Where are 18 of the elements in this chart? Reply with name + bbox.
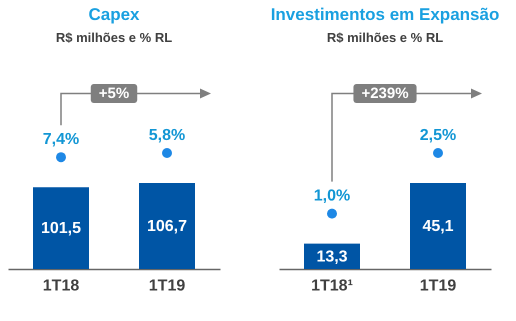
text: 2,5% [420,127,456,144]
text: 5,8% [148,127,186,144]
x-tick-label: 1T18 [42,278,80,294]
x-tick-label: 1T19 [148,278,186,294]
x-tick-label: 1T19 [420,278,456,294]
data-label: 45,1 [422,218,454,235]
x-tick-label: 1T18¹ [311,278,353,294]
data-label: 106,7 [146,218,188,235]
data-label: 13,3 [316,248,348,266]
data-label: 101,5 [40,220,82,238]
chart-title: Capex [88,5,140,24]
text: 7,4% [42,131,80,148]
chart-subtitle: R$ milhões e % RL [56,30,172,45]
text: +239% [361,85,409,102]
text: +5% [98,85,130,102]
chart-title: Investimentos em Expansão [270,5,500,24]
chart-subtitle: R$ milhões e % RL [326,30,444,45]
annotation: 1,0% [314,188,350,205]
